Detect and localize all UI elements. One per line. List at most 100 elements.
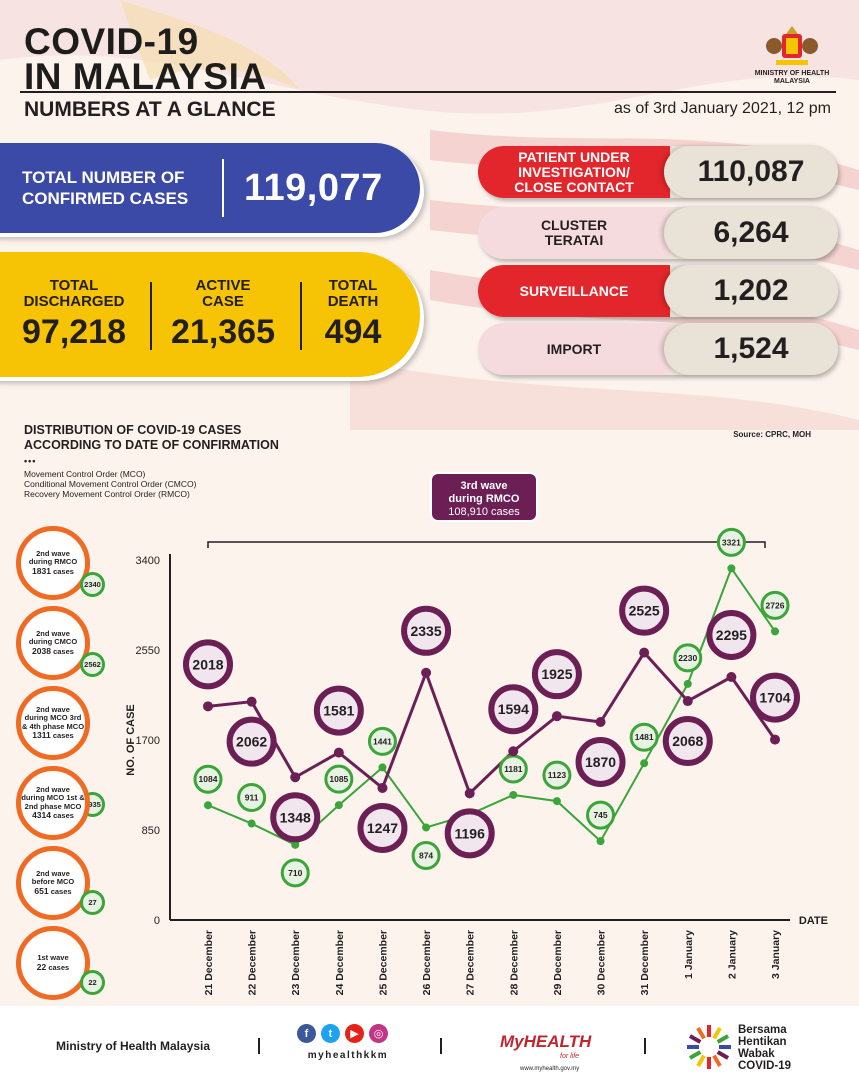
green-point-bubble — [629, 722, 659, 752]
purple-point-bubble — [270, 792, 321, 843]
green-data-label: 745 — [593, 810, 607, 820]
wave-bubble: 22 — [80, 970, 105, 995]
green-point — [596, 837, 605, 846]
purple-point — [333, 747, 344, 758]
purple-data-label: 1196 — [455, 825, 486, 841]
wave-circle: 1st wave 22 cases — [16, 926, 90, 1000]
green-point — [771, 627, 779, 636]
x-tick-label: 27 December — [465, 930, 477, 995]
purple-point — [726, 672, 737, 682]
purple-data-label: 2068 — [672, 733, 703, 749]
youtube-icon[interactable]: ▶ — [345, 1024, 364, 1043]
category-value: 1,202 — [664, 265, 838, 317]
purple-point-bubble — [706, 610, 757, 660]
green-data-label: 874 — [419, 850, 433, 860]
x-axis-label: DATE — [799, 915, 828, 927]
green-point — [640, 759, 649, 768]
green-data-label: 1123 — [548, 770, 567, 780]
purple-point — [551, 711, 562, 722]
footer-divider — [644, 1038, 646, 1054]
y-tick-label: 850 — [142, 825, 160, 837]
category-label: CLUSTER TERATAI — [478, 207, 670, 259]
green-point-bubble — [411, 840, 441, 870]
purple-data-label: 2062 — [236, 734, 267, 750]
page-title: COVID-19 IN MALAYSIA — [24, 21, 267, 97]
total-death: TOTAL DEATH 494 — [324, 277, 382, 352]
purple-point-bubble — [183, 639, 233, 690]
summary-divider — [150, 282, 152, 350]
green-point-bubble — [673, 643, 703, 673]
green-point-bubble — [716, 527, 746, 557]
purple-point-bubble — [357, 802, 408, 853]
green-data-label: 2230 — [678, 653, 697, 663]
instagram-icon[interactable]: ◎ — [369, 1024, 388, 1043]
green-data-label: 1441 — [373, 736, 392, 746]
category-label: SURVEILLANCE — [478, 265, 670, 317]
wave-circle: 2nd wave during RMCO 1831 cases — [16, 526, 90, 600]
myhealth-url[interactable]: www.myhealth.gov.my — [520, 1066, 580, 1072]
category-row-surveillance: SURVEILLANCE 1,202 — [478, 265, 838, 317]
green-data-label: 911 — [245, 793, 259, 803]
wave-bubble: 2340 — [80, 572, 105, 597]
category-value: 110,087 — [664, 146, 838, 198]
y-axis-label: NO. OF CASE — [125, 704, 137, 776]
purple-point-bubble — [488, 684, 539, 735]
y-tick-label: 3400 — [136, 555, 160, 567]
moh-crest-icon — [766, 26, 818, 65]
purple-point — [639, 647, 650, 658]
wave-circle: 2nd wave during MCO 3rd & 4th phase MCO 131… — [16, 686, 90, 760]
green-point — [552, 797, 561, 806]
facebook-icon[interactable]: f — [297, 1024, 316, 1043]
purple-point — [682, 696, 693, 707]
x-tick-label: 1 January — [683, 930, 695, 979]
green-point-bubble — [586, 800, 616, 830]
third-wave-bracket — [207, 541, 766, 548]
green-data-label: 710 — [288, 868, 302, 878]
purple-data-label: 1870 — [585, 754, 616, 770]
purple-point — [464, 788, 475, 799]
confirmed-cases-value: 119,077 — [244, 166, 383, 209]
legend-dots: ••• — [24, 456, 37, 466]
wave-summary-column: 2nd wave during RMCO 1831 cases 2340 2nd w… — [0, 520, 130, 1010]
green-data-label: 1084 — [199, 774, 218, 784]
twitter-icon[interactable]: t — [321, 1024, 340, 1043]
green-data-label: 1481 — [635, 732, 654, 742]
purple-point — [770, 734, 780, 745]
title-divider — [20, 91, 836, 93]
purple-point-bubble — [313, 685, 364, 736]
purple-point-bubble — [226, 716, 277, 767]
category-row-pui: PATIENT UNDER INVESTIGATION/ CLOSE CONTA… — [478, 146, 838, 198]
x-tick-label: 29 December — [552, 930, 564, 995]
green-point-bubble — [760, 590, 790, 620]
summary-card: TOTAL DISCHARGED 97,218 ACTIVE CASE 21,3… — [0, 252, 420, 377]
purple-point — [421, 667, 432, 678]
confirmed-cases-label: TOTAL NUMBER OF CONFIRMED CASES — [22, 168, 189, 208]
third-wave-badge: 3rd wave during RMCO 108,910 cases — [432, 474, 536, 520]
summary-divider — [300, 282, 302, 350]
active-case: ACTIVE CASE 21,365 — [171, 277, 275, 352]
campaign-burst-icon — [687, 1025, 731, 1069]
footer: Ministry of Health Malaysia f t ▶ ◎ myhe… — [0, 1006, 859, 1080]
green-data-label: 1085 — [329, 774, 348, 784]
purple-point-bubble — [444, 808, 495, 859]
social-icons: f t ▶ ◎ — [297, 1024, 388, 1043]
x-tick-label: 23 December — [290, 930, 302, 995]
purple-data-label: 2018 — [192, 656, 223, 672]
source-note: Source: CPRC, MOH — [733, 430, 811, 439]
myhealth-tagline: for life — [560, 1053, 580, 1060]
purple-data-label: 2525 — [629, 603, 660, 619]
y-tick-label: 2550 — [136, 645, 160, 657]
category-row-cluster-teratai: CLUSTER TERATAI 6,264 — [478, 207, 838, 259]
series-line-purple — [207, 650, 777, 797]
confirmed-divider — [222, 159, 224, 217]
category-value: 6,264 — [664, 207, 838, 259]
green-point — [204, 801, 212, 810]
green-point — [509, 790, 518, 799]
footer-divider — [258, 1038, 260, 1054]
purple-point — [595, 717, 606, 727]
x-tick-label: 3 January — [770, 930, 782, 979]
y-tick-label: 1700 — [136, 735, 160, 747]
social-handle[interactable]: myhealthkkm — [307, 1050, 389, 1061]
green-point — [378, 763, 387, 772]
footer-divider — [440, 1038, 442, 1054]
